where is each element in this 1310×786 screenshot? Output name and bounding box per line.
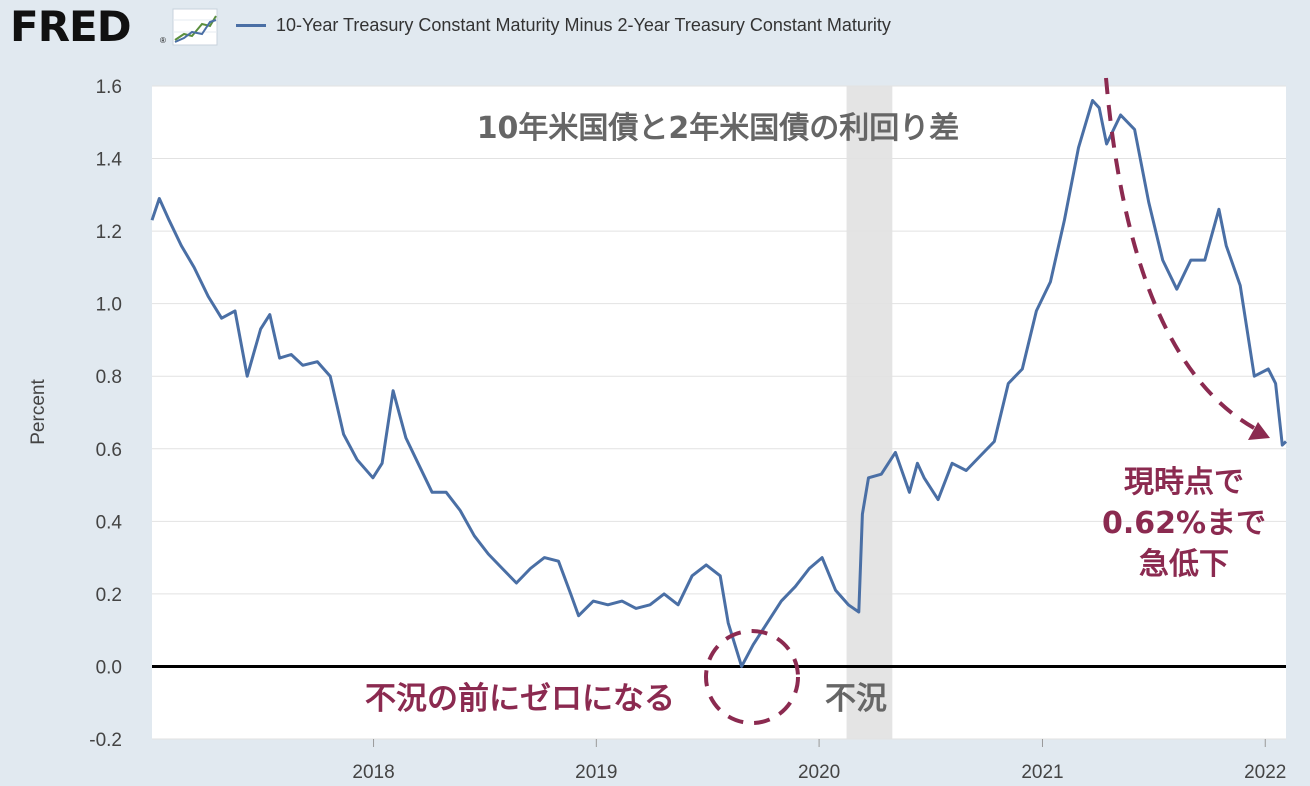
annotation-title: 10年米国債と2年米国債の利回り差 <box>477 111 960 146</box>
y-tick-label: 0.6 <box>96 440 122 461</box>
x-tick-label: 2019 <box>575 762 617 783</box>
plot-area <box>152 86 1286 739</box>
registered-mark: ® <box>160 36 166 45</box>
y-tick-label: 1.0 <box>96 295 122 316</box>
y-tick-label: 1.6 <box>96 77 122 98</box>
legend-label: 10-Year Treasury Constant Maturity Minus… <box>276 15 891 35</box>
y-tick-label: 0.0 <box>96 657 122 678</box>
y-axis-ticks: 1.6 1.4 1.2 1.0 0.8 0.6 0.4 0.2 0.0 -0.2 <box>89 77 122 751</box>
annotation-zero-crossing: 不況の前にゼロになる <box>365 681 675 717</box>
y-tick-label: 0.2 <box>96 585 122 606</box>
x-tick-label: 2021 <box>1021 762 1063 783</box>
y-tick-label: 0.8 <box>96 367 122 388</box>
x-tick-label: 2022 <box>1244 762 1286 783</box>
annotation-current-line-3: 急低下 <box>1139 547 1229 582</box>
drop-arrow-head <box>1248 422 1270 440</box>
line-chart-icon <box>172 8 218 46</box>
series-line-t10y2y <box>150 99 1288 668</box>
drop-arrow <box>1104 77 1255 430</box>
y-tick-label: -0.2 <box>89 730 122 751</box>
legend-swatch <box>236 24 266 27</box>
zero-crossing-circle <box>704 629 800 725</box>
y-tick-label: 0.4 <box>96 512 123 533</box>
x-axis-ticks: 2018 2019 2020 2021 2022 <box>352 739 1286 783</box>
x-tick-label: 2018 <box>352 762 394 783</box>
chart-header: FRED ® 10-Year Treasury Constant Maturit… <box>0 0 1310 52</box>
annotation-recession: 不況 <box>825 681 887 717</box>
annotation-current-line-2: 0.62%まで <box>1102 506 1266 541</box>
recession-band <box>846 86 893 739</box>
x-tick-label: 2020 <box>798 762 840 783</box>
annotation-current-line-1: 現時点で <box>1124 465 1244 500</box>
y-tick-label: 1.2 <box>96 222 122 243</box>
y-axis-label: Percent <box>28 379 49 445</box>
fred-logo[interactable]: FRED <box>10 2 132 51</box>
y-tick-label: 1.4 <box>96 150 123 171</box>
